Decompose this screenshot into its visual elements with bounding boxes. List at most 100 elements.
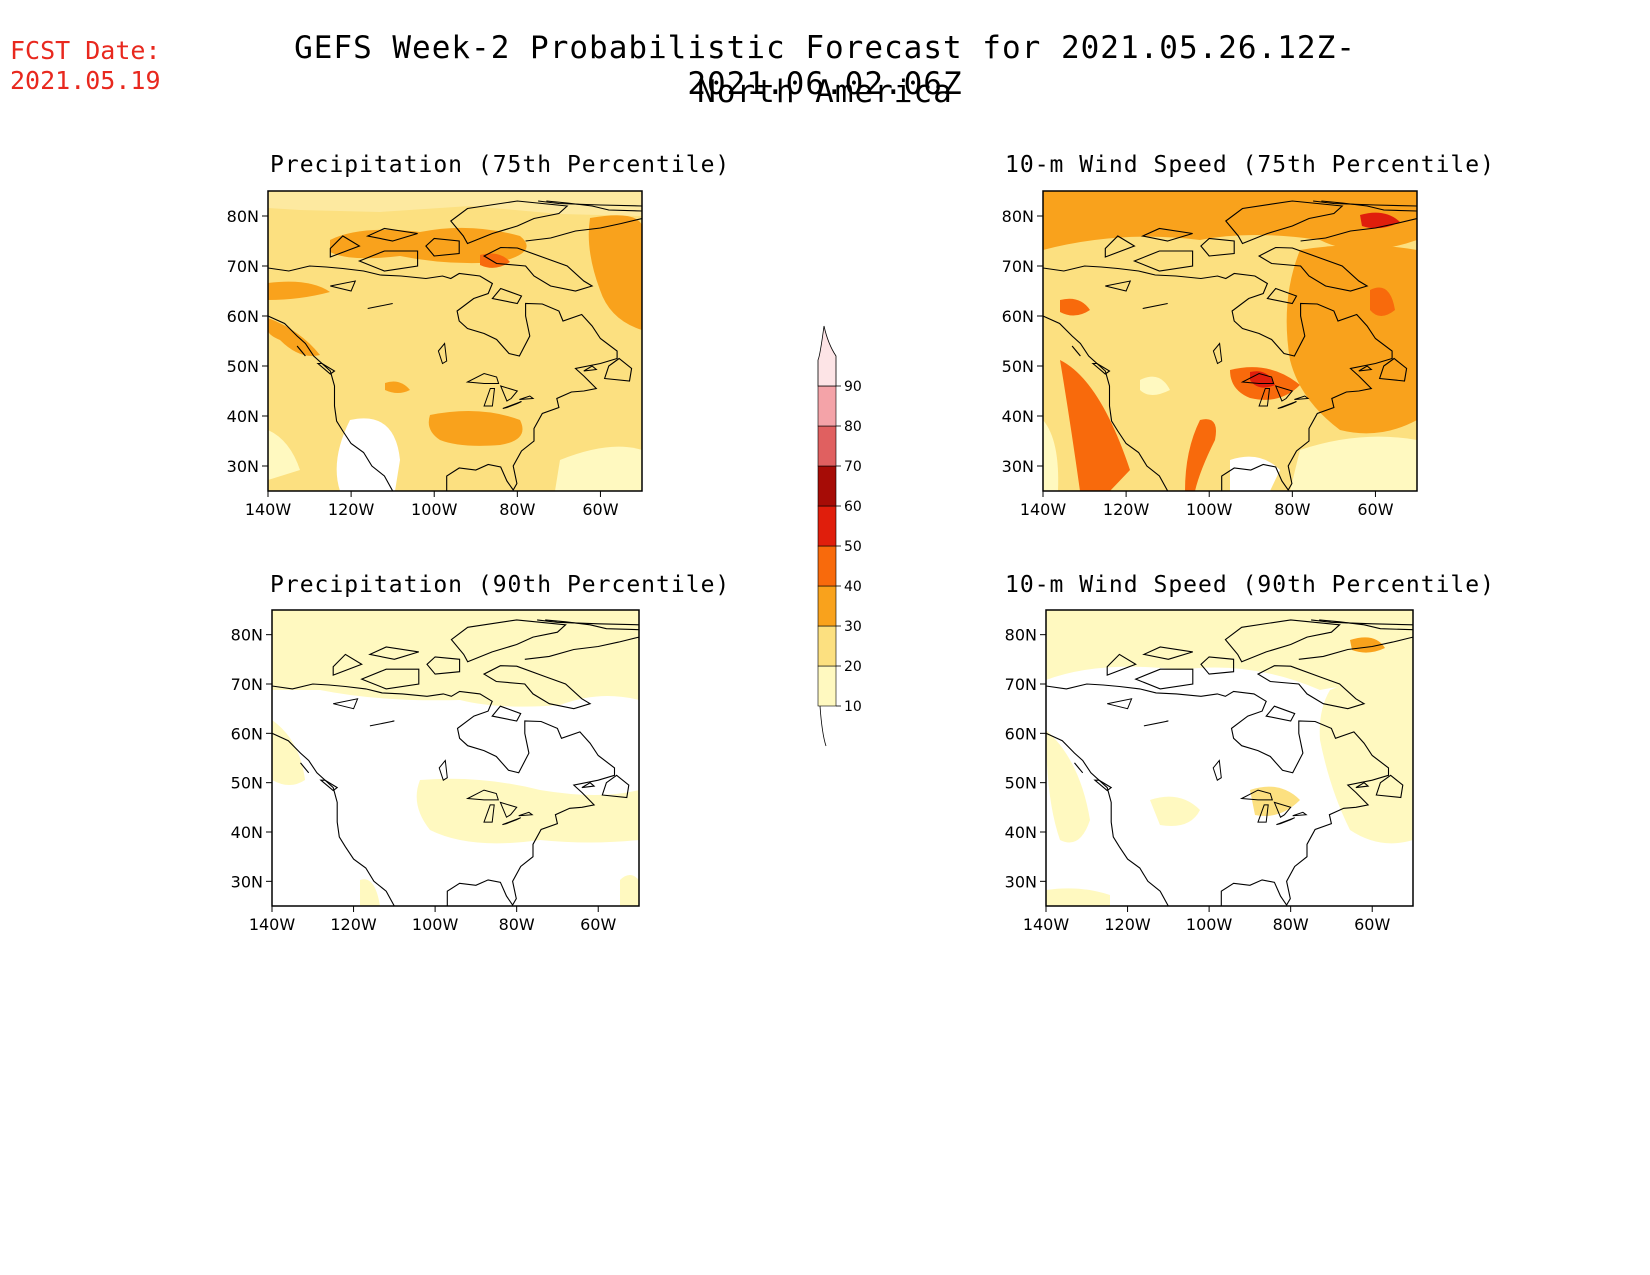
forecast-date-label: FCST Date: bbox=[10, 36, 161, 65]
colorbar-label: 50 bbox=[844, 539, 862, 555]
island-outline bbox=[365, 227, 418, 242]
lon-tick-label: 80W bbox=[499, 500, 535, 519]
colorbar-label: 40 bbox=[844, 579, 862, 595]
colorbar-label: 30 bbox=[844, 619, 862, 635]
island-outline bbox=[1093, 779, 1113, 792]
figure-subtitle: North America bbox=[697, 74, 953, 110]
island-outline bbox=[1200, 656, 1235, 675]
coastline bbox=[1319, 619, 1413, 631]
island-outline bbox=[1134, 668, 1194, 690]
colorbar-label: 80 bbox=[844, 419, 862, 435]
lat-tick-label: 30N bbox=[1005, 872, 1037, 891]
island-outline bbox=[1142, 646, 1193, 660]
lake-outline bbox=[499, 385, 519, 402]
lat-tick-label: 60N bbox=[227, 307, 259, 326]
lake-outline bbox=[1107, 698, 1133, 710]
lake-outline bbox=[1277, 401, 1297, 409]
lake-outline bbox=[1240, 372, 1275, 384]
colorbar: 10 20 30 40 50 60 70 80 90 bbox=[817, 325, 862, 747]
coastline bbox=[1300, 217, 1417, 242]
island-outline bbox=[1074, 762, 1084, 774]
island-outline bbox=[1375, 774, 1404, 799]
colorbar-label: 60 bbox=[844, 499, 862, 515]
island-outline bbox=[425, 237, 460, 257]
island-outline bbox=[357, 250, 419, 272]
island-outline bbox=[319, 779, 339, 792]
island-outline bbox=[1104, 235, 1136, 258]
lat-tick-label: 70N bbox=[1005, 675, 1037, 694]
coastline bbox=[272, 683, 616, 906]
lake-outline bbox=[1273, 801, 1292, 818]
lon-tick-label: 80W bbox=[499, 915, 535, 934]
island-outline bbox=[296, 345, 306, 357]
colorbar-swatch bbox=[817, 385, 837, 427]
lon-tick-label: 60W bbox=[1357, 500, 1393, 519]
lon-tick-label: 80W bbox=[1273, 915, 1309, 934]
lat-tick-label: 60N bbox=[1005, 724, 1037, 743]
lat-tick-label: 70N bbox=[227, 257, 259, 276]
map-axes: 80N 70N 60N 50N 40N 30N 140W 120W 100W 80W 60W 80N 7… bbox=[227, 207, 1394, 934]
lat-tick-label: 40N bbox=[1002, 407, 1034, 426]
map-panel-precip-90 bbox=[271, 609, 640, 907]
colorbar-swatch bbox=[817, 625, 837, 667]
lon-tick-label: 120W bbox=[328, 500, 375, 519]
lake-outline bbox=[438, 759, 448, 781]
island-outline bbox=[450, 619, 567, 663]
lon-tick-label: 120W bbox=[1103, 500, 1150, 519]
island-outline bbox=[1071, 345, 1081, 357]
forecast-date-value: 2021.05.19 bbox=[10, 66, 161, 95]
colorbar-label: 20 bbox=[844, 659, 862, 675]
island-outline bbox=[360, 668, 420, 690]
panel-title-wind-90: 10-m Wind Speed (90th Percentile) bbox=[1005, 572, 1495, 598]
lat-tick-label: 40N bbox=[227, 407, 259, 426]
island-outline bbox=[1225, 200, 1344, 245]
lon-tick-label: 140W bbox=[249, 915, 296, 934]
colorbar-label: 70 bbox=[844, 459, 862, 475]
coastline bbox=[524, 636, 639, 660]
lat-tick-label: 70N bbox=[231, 675, 263, 694]
island-outline bbox=[1140, 227, 1193, 242]
lat-tick-label: 60N bbox=[1002, 307, 1034, 326]
island-outline bbox=[1257, 246, 1369, 292]
lake-outline bbox=[1294, 395, 1310, 400]
lon-tick-label: 120W bbox=[1104, 915, 1151, 934]
panel-title-precip-90: Precipitation (90th Percentile) bbox=[270, 572, 731, 598]
coastline bbox=[1046, 732, 1169, 906]
island-outline bbox=[426, 656, 461, 675]
lon-tick-label: 100W bbox=[411, 500, 458, 519]
lake-outline bbox=[367, 303, 393, 309]
colorbar-swatch bbox=[817, 465, 837, 507]
lake-outline bbox=[1105, 280, 1132, 292]
island-outline bbox=[482, 246, 594, 292]
colorbar-swatch bbox=[817, 325, 837, 387]
coastline bbox=[268, 265, 618, 491]
lake-outline bbox=[1257, 804, 1269, 823]
lat-tick-label: 30N bbox=[231, 872, 263, 891]
coastline bbox=[1043, 315, 1169, 491]
colorbar-swatch bbox=[817, 665, 837, 707]
lake-outline bbox=[499, 801, 518, 818]
lat-tick-label: 60N bbox=[231, 724, 263, 743]
lat-tick-label: 80N bbox=[231, 626, 263, 645]
island-outline bbox=[1358, 365, 1373, 372]
island-outline bbox=[329, 235, 361, 258]
lake-outline bbox=[502, 817, 521, 826]
lake-outline bbox=[1239, 789, 1273, 801]
panel-title-wind-75: 10-m Wind Speed (75th Percentile) bbox=[1005, 152, 1495, 178]
lake-outline bbox=[465, 789, 499, 801]
lat-tick-label: 70N bbox=[1002, 257, 1034, 276]
figure-title: GEFS Week-2 Probabilistic Forecast for 2… bbox=[294, 30, 1356, 102]
lon-tick-label: 100W bbox=[1186, 500, 1233, 519]
coastline bbox=[1043, 265, 1393, 491]
lat-tick-label: 30N bbox=[1002, 457, 1034, 476]
coastline bbox=[525, 217, 642, 242]
island-outline bbox=[1256, 665, 1366, 710]
colorbar-swatch bbox=[817, 585, 837, 627]
lon-tick-label: 120W bbox=[330, 915, 377, 934]
island-outline bbox=[1355, 782, 1370, 789]
map-panel-wind-75 bbox=[1042, 190, 1418, 492]
coastline bbox=[545, 619, 639, 631]
lat-tick-label: 80N bbox=[1005, 626, 1037, 645]
coastlines bbox=[268, 200, 1417, 906]
lon-tick-label: 60W bbox=[580, 915, 616, 934]
